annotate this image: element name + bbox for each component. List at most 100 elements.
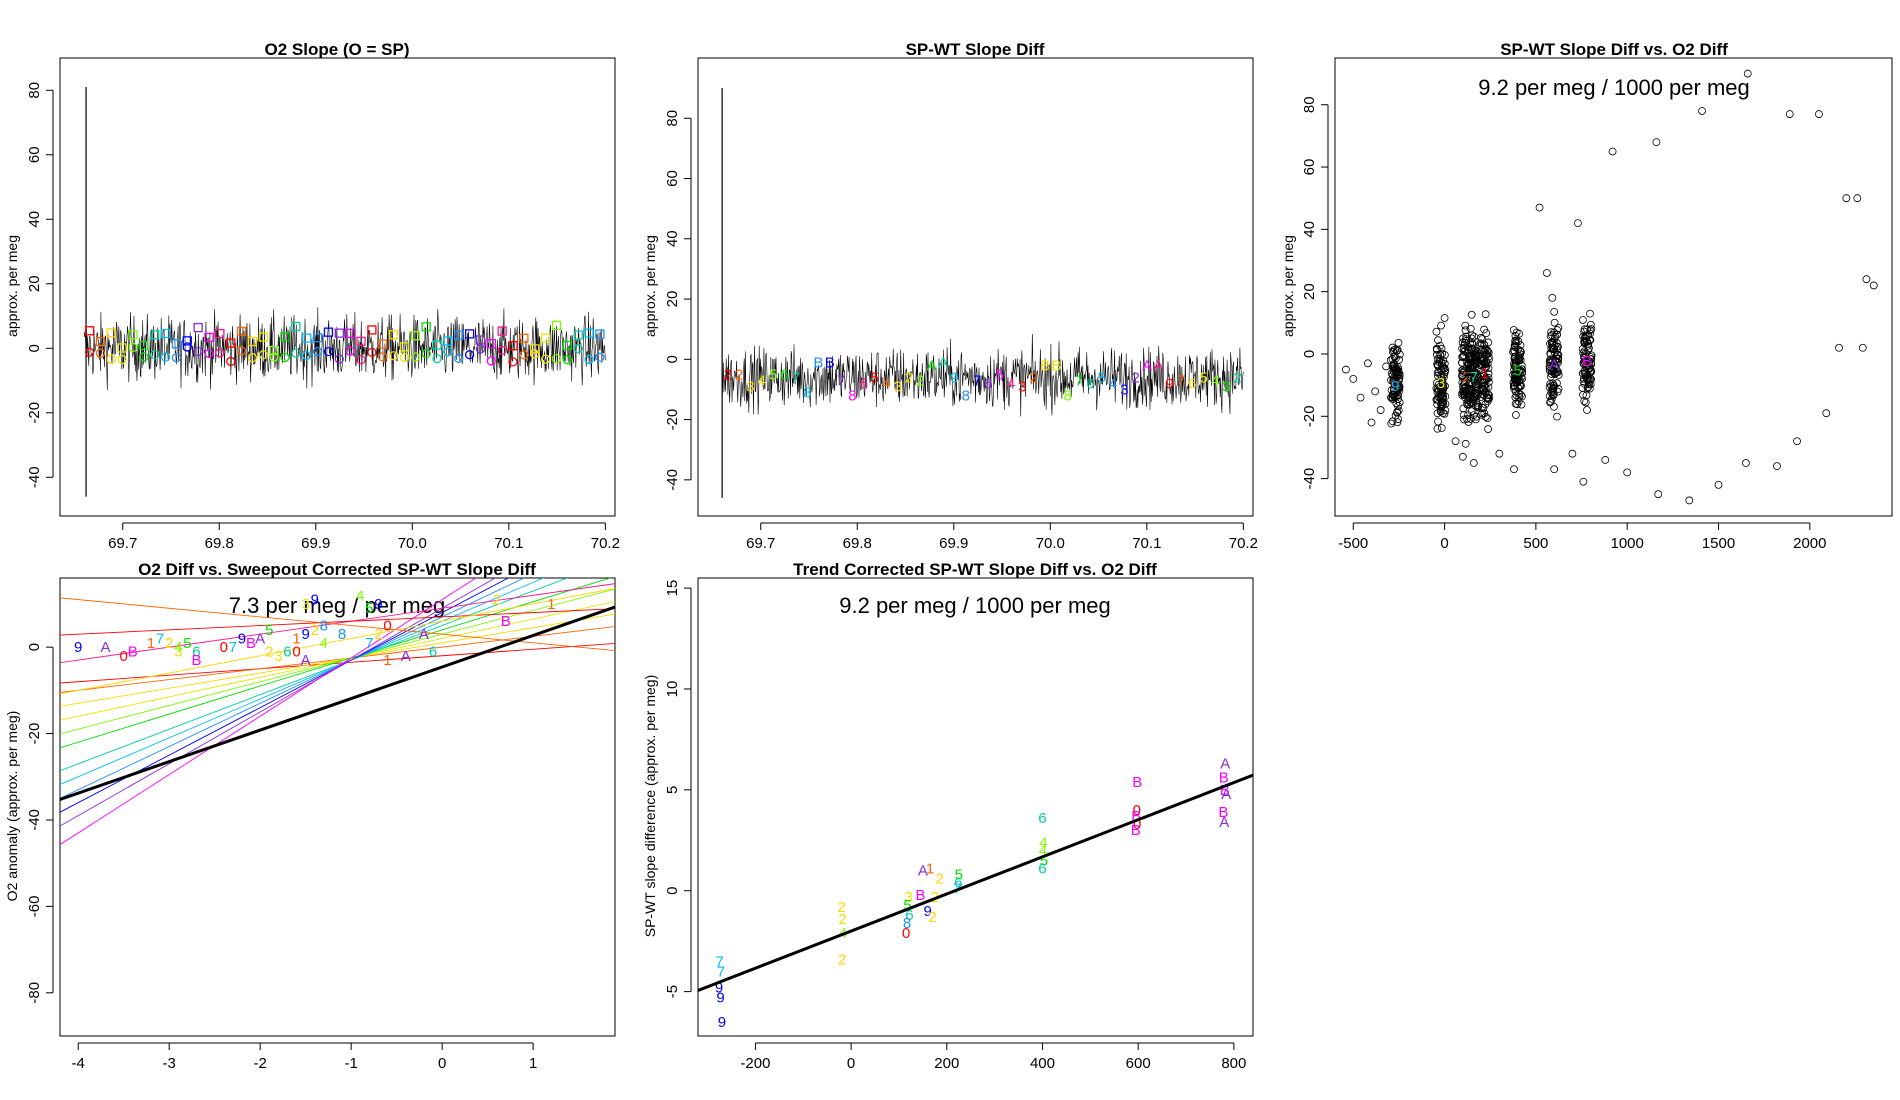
square-marker [410,331,420,341]
point-label: 7 [365,635,373,652]
point-label: 2 [265,643,273,660]
panel-title: SP-WT Slope Diff [906,40,1045,59]
cluster-label: A [1549,356,1559,373]
square-marker [106,328,116,338]
circle-marker [497,345,507,356]
scatter-point [1458,353,1467,361]
scatter-point [1477,334,1485,342]
digit-marker: 5 [769,366,777,383]
scatter-point [1585,384,1594,393]
group-fit-line [60,583,615,664]
regression-line [60,605,615,801]
scatter-point [1469,411,1478,420]
scatter-point [1601,456,1610,464]
scatter-point [1342,365,1350,374]
point-label: 0 [220,639,228,656]
scatter-point [1484,425,1492,433]
point-label: B [128,643,138,660]
scatter-point [1853,194,1862,203]
group-fit-line [60,601,615,721]
x-tick-label: 0 [847,1055,855,1072]
point-label: 9 [311,592,319,609]
y-tick-label: -20 [664,409,681,431]
square-marker [584,328,594,338]
y-tick-label: 0 [664,355,681,363]
point-label: 5 [365,600,373,617]
circle-marker [584,354,594,365]
scatter-point [1479,404,1488,412]
digit-marker: 9 [1166,375,1174,392]
x-tick-label: 600 [1126,1055,1151,1072]
scatter-point [1869,281,1878,290]
scatter-point [1842,194,1851,203]
scatter-point [1440,351,1449,359]
scatter-point [1586,380,1595,389]
panel-title: SP-WT Slope Diff vs. O2 Diff [1500,40,1728,59]
circle-marker [573,343,583,354]
digit-marker: 6 [984,375,992,392]
digit-marker: 3 [746,378,754,395]
point-label: A [301,652,311,669]
scatter-point [1516,382,1525,391]
scatter-point [1578,345,1587,353]
scatter-point [1580,347,1589,356]
scatter-point [1433,384,1442,393]
square-marker [530,344,540,354]
digit-marker: 2 [735,366,743,383]
scatter-point [1471,370,1480,379]
scatter-point [1458,452,1467,461]
y-tick-label: 15 [664,580,681,597]
scatter-point [1550,402,1558,411]
point-label: 9 [374,596,382,613]
y-tick-label: 0 [1301,350,1318,358]
scatter-point [1460,415,1468,424]
scatter-point [1587,353,1596,362]
cluster-label: B [1582,353,1592,370]
panel-title: Trend Corrected SP-WT Slope Diff vs. O2 … [793,560,1157,579]
digit-marker: 4 [1109,375,1117,392]
circle-marker [454,353,464,364]
digit-marker: B [1051,357,1061,374]
square-marker [269,345,279,356]
point-label: 4 [356,587,364,604]
y-tick-label: 40 [26,211,43,228]
scatter-point [1394,368,1403,377]
plot-frame [59,57,616,517]
digit-marker: 2 [1234,369,1242,386]
point-label: 7 [229,639,237,656]
group-fit-line [60,597,615,652]
circle-marker [128,342,138,353]
scatter-point [1582,337,1591,346]
y-tick-label: 5 [664,786,681,794]
scatter-point [1510,341,1519,350]
point-label: 2 [838,951,846,968]
scatter-point [1608,147,1617,156]
square-marker [160,328,171,339]
scatter-point [1394,376,1403,385]
scatter-point [1371,387,1380,396]
scatter-point [1451,437,1460,446]
scatter-point [1549,382,1558,390]
digit-marker: 7 [792,369,800,386]
scatter-point [1433,360,1442,368]
scatter-point [1472,392,1481,401]
cluster-label: 7 [1470,369,1478,386]
scatter-point [1468,352,1477,361]
point-label: B [1131,822,1141,839]
scatter-point [1434,336,1442,345]
scatter-point [1510,465,1518,474]
scatter-point [1579,352,1588,361]
scatter-point [1382,362,1391,371]
point-label: A [1220,756,1230,773]
point-label: B [1220,782,1230,799]
y-tick-label: 0 [26,643,43,651]
square-marker [226,338,236,348]
point-label: 3 [301,596,309,613]
x-tick-label: 69.9 [939,535,968,552]
point-label: B [1132,774,1142,791]
scatter-point [1395,355,1403,364]
digit-marker: 5 [871,369,879,386]
group-fit-line [60,608,615,636]
scatter-point [1515,353,1523,362]
circle-marker [193,346,203,357]
